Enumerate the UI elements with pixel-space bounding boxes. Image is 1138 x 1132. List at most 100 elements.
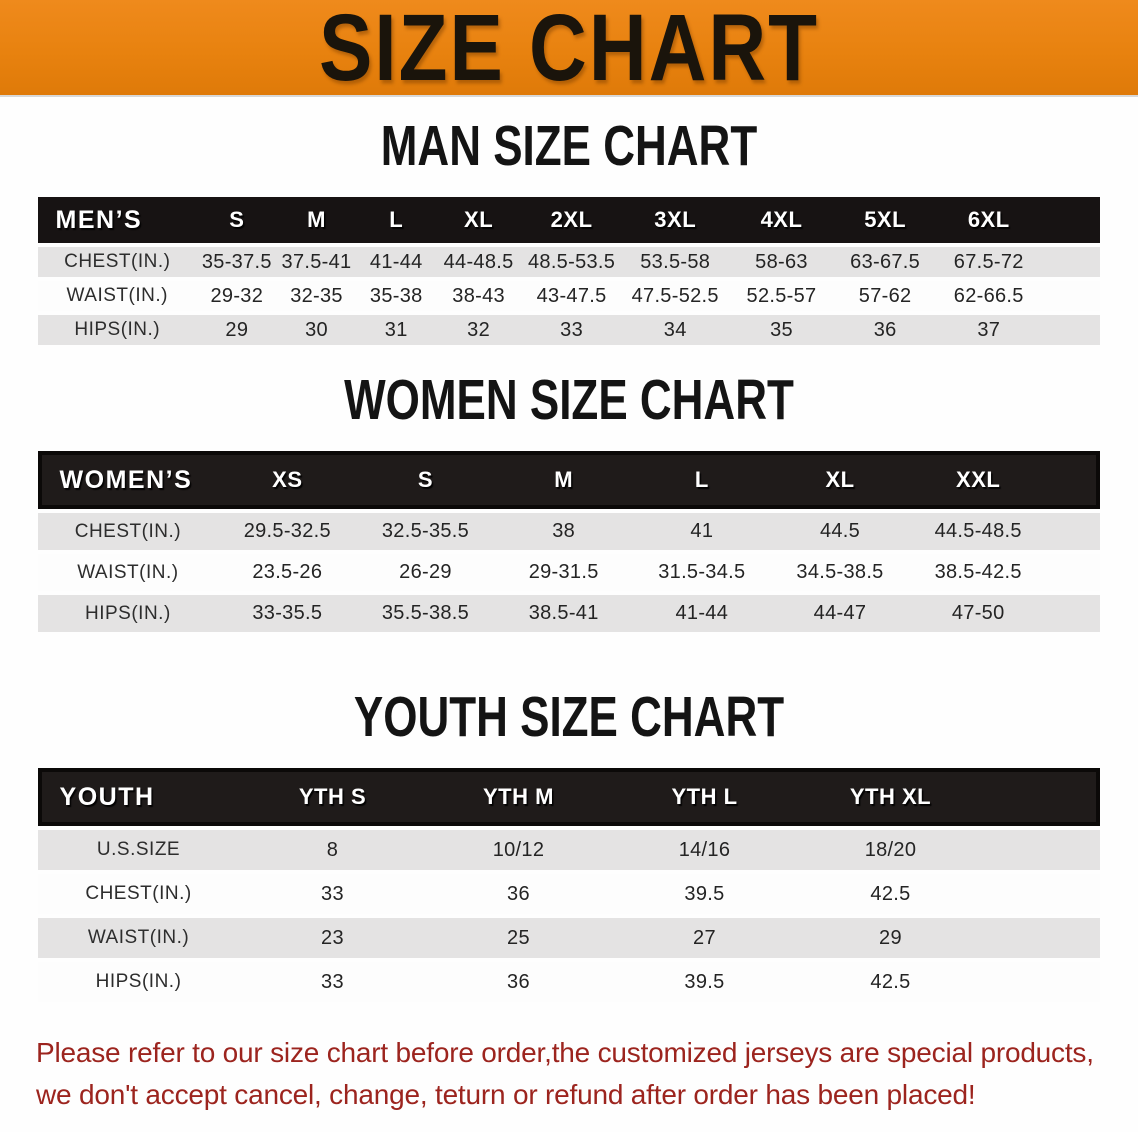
youth-table-row: HIPS(IN.) 33 36 39.5 42.5: [37, 962, 1101, 1002]
men-column-header: S: [196, 197, 277, 243]
row-spacer-cell: [1047, 554, 1100, 591]
men-cell: 44-48.5: [443, 250, 514, 273]
banner-title: SIZE CHART: [319, 0, 819, 100]
men-cell: 37: [977, 318, 1001, 341]
men-cell: 29-32: [210, 284, 264, 307]
men-column-header: L: [356, 197, 437, 243]
women-cell: 41: [690, 520, 714, 542]
men-cell: 35-38: [369, 284, 423, 307]
header-spacer-cell: [983, 768, 1101, 826]
men-cell: 57-62: [858, 284, 912, 307]
women-cell: 31.5-34.5: [658, 561, 746, 583]
youth-cell: 14/16: [678, 838, 731, 861]
women-column-header: M: [494, 451, 633, 509]
women-cell: 34.5-38.5: [796, 561, 884, 583]
men-row-label: CHEST(IN.): [64, 251, 171, 272]
youth-section: YOUTH SIZE CHART YOUTH YTH S YTH M YTH L YTH…: [0, 689, 1138, 1006]
women-row-label: CHEST(IN.): [74, 520, 182, 542]
youth-row-label: WAIST(IN.): [87, 927, 190, 948]
men-cell: 63-67.5: [850, 250, 921, 273]
women-section: WOMEN SIZE CHART WOMEN’S XS S M L XL XXL CHEST(…: [0, 372, 1138, 636]
women-column-header: XXL: [909, 451, 1048, 509]
women-cell: 44.5: [819, 520, 861, 542]
men-cell: 37.5-41: [281, 250, 352, 273]
header-spacer-cell: [1041, 197, 1101, 243]
men-cell: 58-63: [755, 250, 808, 273]
row-spacer-cell: [1042, 247, 1101, 277]
youth-row-label: U.S.SIZE: [96, 839, 181, 860]
women-column-header: XL: [770, 451, 910, 509]
men-row-label: WAIST(IN.): [66, 285, 168, 306]
women-table-row: CHEST(IN.) 29.5-32.5 32.5-35.5 38 41 44.5 44.5…: [37, 513, 1101, 550]
youth-column-header: YTH L: [611, 768, 798, 826]
women-table-header-label: WOMEN’S: [37, 451, 219, 509]
men-size-table: MEN’S S M L XL 2XL 3XL 4XL 5XL 6XL CHEST(IN.) 35-37…: [37, 193, 1101, 349]
youth-cell: 39.5: [684, 882, 725, 905]
youth-cell: 36: [507, 970, 530, 993]
women-cell: 38: [552, 520, 576, 542]
men-cell: 47.5-52.5: [631, 284, 719, 307]
women-cell: 35.5-38.5: [381, 602, 470, 624]
disclaimer-line-2: we don't accept cancel, change, teturn o…: [36, 1079, 976, 1110]
youth-column-header: YTH S: [239, 768, 426, 826]
men-section-title-text: MAN SIZE CHART: [380, 115, 758, 178]
disclaimer: Please refer to our size chart before or…: [0, 1032, 1138, 1116]
women-cell: 29-31.5: [528, 561, 599, 583]
women-cell: 29.5-32.5: [243, 520, 331, 542]
women-cell: 44-47: [813, 602, 867, 624]
men-cell: 67.5-72: [953, 250, 1024, 273]
youth-cell: 10/12: [492, 838, 545, 861]
men-cell: 29: [225, 318, 249, 341]
women-section-title: WOMEN SIZE CHART: [0, 372, 1138, 428]
men-column-header: 4XL: [728, 197, 835, 243]
youth-cell: 42.5: [870, 970, 911, 993]
women-row-label: HIPS(IN.): [85, 602, 171, 624]
youth-cell: 36: [507, 882, 530, 905]
women-cell: 38.5-42.5: [934, 561, 1022, 583]
youth-table-header-row: YOUTH YTH S YTH M YTH L YTH XL: [37, 768, 1101, 826]
women-cell: 32.5-35.5: [381, 520, 470, 542]
women-cell: 23.5-26: [252, 561, 323, 583]
men-column-header: XL: [436, 197, 522, 243]
men-table-row: CHEST(IN.) 35-37.5 37.5-41 41-44 44-48.5 48.5…: [37, 247, 1101, 277]
row-spacer-cell: [983, 918, 1100, 958]
men-cell: 53.5-58: [640, 250, 711, 273]
women-cell: 26-29: [399, 561, 452, 583]
youth-cell: 29: [879, 926, 902, 949]
men-cell: 32: [467, 318, 491, 341]
men-column-header: 2XL: [521, 197, 623, 243]
women-cell: 41-44: [675, 602, 729, 624]
men-section-title: MAN SIZE CHART: [0, 118, 1138, 174]
men-cell: 30: [305, 318, 328, 341]
row-spacer-cell: [1047, 513, 1100, 550]
women-size-table: WOMEN’S XS S M L XL XXL CHEST(IN.) 29.5-32.5 32.5…: [37, 447, 1101, 636]
youth-column-header: YTH M: [425, 768, 612, 826]
men-cell: 62-66.5: [953, 284, 1024, 307]
men-cell: 36: [873, 318, 897, 341]
men-cell: 52.5-57: [746, 284, 817, 307]
disclaimer-line-1: Please refer to our size chart before or…: [36, 1037, 1094, 1068]
men-table-row: HIPS(IN.) 29 30 31 32 33 34 35 36 37: [37, 315, 1101, 345]
youth-cell: 8: [326, 838, 339, 861]
row-spacer-cell: [1042, 281, 1101, 311]
men-cell: 41-44: [369, 250, 423, 273]
youth-section-title: YOUTH SIZE CHART: [0, 689, 1138, 745]
men-cell: 34: [663, 318, 687, 341]
men-cell: 48.5-53.5: [527, 250, 616, 273]
men-column-header: M: [276, 197, 357, 243]
youth-table-header-label: YOUTH: [37, 768, 240, 826]
row-spacer-cell: [983, 874, 1100, 914]
row-spacer-cell: [983, 962, 1100, 1002]
youth-cell: 42.5: [870, 882, 911, 905]
men-cell: 43-47.5: [536, 284, 607, 307]
women-cell: 33-35.5: [252, 602, 323, 624]
women-row-label: WAIST(IN.): [77, 561, 179, 583]
row-spacer-cell: [1042, 315, 1101, 345]
men-column-header: 6XL: [935, 197, 1042, 243]
youth-table-row: U.S.SIZE 8 10/12 14/16 18/20: [37, 830, 1101, 870]
youth-cell: 25: [507, 926, 530, 949]
men-cell: 32-35: [290, 284, 343, 307]
men-table-row: WAIST(IN.) 29-32 32-35 35-38 38-43 43-47.5 47.…: [37, 281, 1101, 311]
women-column-header: L: [632, 451, 771, 509]
